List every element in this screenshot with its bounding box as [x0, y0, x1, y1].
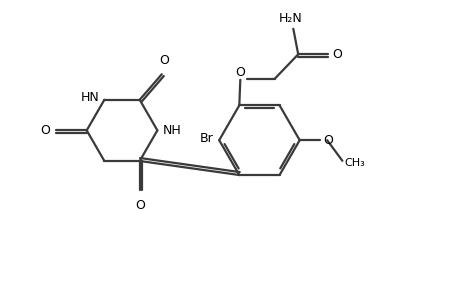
Text: Br: Br	[199, 132, 213, 145]
Text: O: O	[332, 48, 341, 61]
Text: O: O	[322, 134, 332, 147]
Text: NH: NH	[162, 124, 181, 137]
Text: HN: HN	[80, 91, 99, 104]
Text: O: O	[159, 54, 169, 67]
Text: O: O	[40, 124, 50, 137]
Text: O: O	[235, 66, 245, 79]
Text: O: O	[134, 199, 144, 212]
Text: CH₃: CH₃	[344, 158, 365, 168]
Text: H₂N: H₂N	[278, 12, 302, 25]
